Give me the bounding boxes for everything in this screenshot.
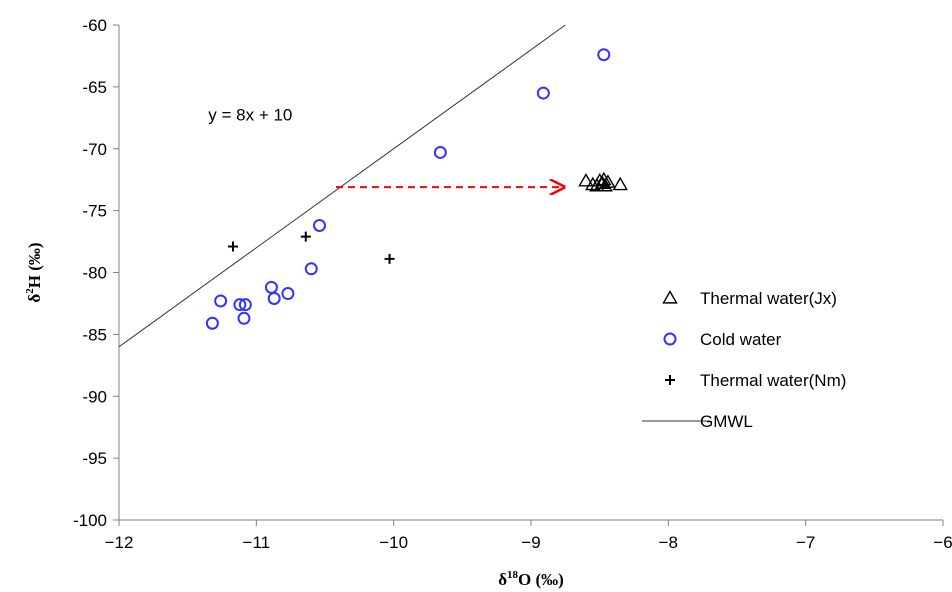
circle-point xyxy=(233,298,247,312)
y-tick-label: -100 xyxy=(73,511,107,530)
legend-label: Cold water xyxy=(700,330,782,349)
axes: -100 -95 -90 -85 -80 -75 -70 -65 -60 −12 −11 −10 −9 −… xyxy=(73,16,952,552)
circle-point xyxy=(597,48,611,62)
circle-point xyxy=(237,311,251,325)
legend-marker-plus xyxy=(665,375,675,385)
x-axis-label-sup: 18 xyxy=(507,569,519,581)
x-tick-label: −6 xyxy=(933,533,952,552)
legend: Thermal water(Jx) Cold water Thermal water… xyxy=(642,289,846,431)
circle-point xyxy=(433,145,447,159)
plus-point xyxy=(300,231,311,242)
x-axis-label-base: δ xyxy=(498,570,507,589)
circle-point xyxy=(267,291,281,305)
y-axis-label-sup: 2 xyxy=(24,288,36,294)
triangle-point xyxy=(585,176,601,191)
x-tick-label: −7 xyxy=(796,533,815,552)
triangle-point xyxy=(591,173,608,187)
circle-point xyxy=(205,316,219,330)
circle-point xyxy=(281,287,295,301)
x-axis-label: δ18O (‰) xyxy=(498,569,564,589)
x-axis-label-rest: O (‰) xyxy=(518,570,564,589)
triangle-point xyxy=(600,174,616,188)
y-axis-label-base: δ xyxy=(25,294,44,303)
triangle-point xyxy=(596,171,612,186)
y-axis-label: δ2H (‰) xyxy=(24,242,44,302)
y-tick-label: -70 xyxy=(82,140,107,159)
plus-point xyxy=(384,253,395,264)
plus-point xyxy=(227,241,238,252)
legend-label: Thermal water(Jx) xyxy=(700,289,837,308)
circle-point xyxy=(536,86,550,100)
plot-area: y = 8x + 10 xyxy=(118,24,628,348)
x-tick-label: −8 xyxy=(659,533,678,552)
y-axis-label-rest: H (‰) xyxy=(25,242,44,288)
y-tick-label: -75 xyxy=(82,202,107,221)
y-tick-label: -80 xyxy=(82,264,107,283)
circle-point xyxy=(304,262,318,276)
legend-label: Thermal water(Nm) xyxy=(700,371,846,390)
triangle-point xyxy=(612,176,628,191)
triangle-point xyxy=(578,173,594,187)
circle-point xyxy=(238,298,252,312)
circle-point xyxy=(214,294,228,308)
circle-point xyxy=(313,218,327,232)
y-tick-label: -90 xyxy=(82,387,107,406)
circle-point xyxy=(264,280,278,294)
x-tick-label: −12 xyxy=(105,533,134,552)
x-tick-label: −11 xyxy=(243,533,271,552)
y-tick-label: -65 xyxy=(82,78,107,97)
legend-label: GMWL xyxy=(700,412,753,431)
y-tick-label: -60 xyxy=(82,16,107,35)
legend-marker-triangle xyxy=(662,290,678,304)
x-tick-label: −9 xyxy=(521,533,540,552)
y-tick-label: -95 xyxy=(82,449,107,468)
gmwl-line xyxy=(118,24,566,348)
y-tick-label: -85 xyxy=(82,325,107,344)
gmwl-equation: y = 8x + 10 xyxy=(208,105,292,124)
legend-marker-circle xyxy=(663,332,677,346)
x-tick-label: −10 xyxy=(379,533,408,552)
